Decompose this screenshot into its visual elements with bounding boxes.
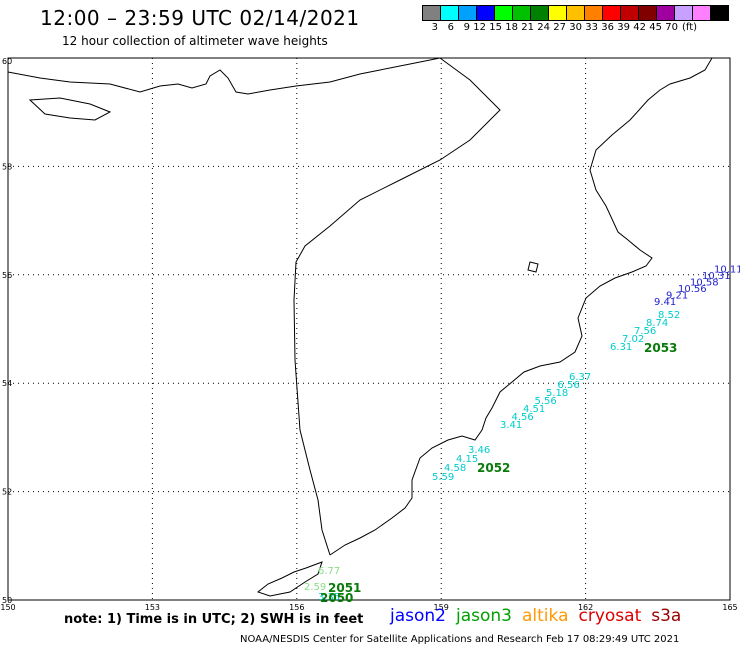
wave-height-value: 4.15 xyxy=(456,454,478,465)
legend-label: 12 xyxy=(473,22,486,33)
island-upper xyxy=(28,97,112,121)
satellite-altika: altika xyxy=(522,606,569,626)
wave-height-value: 6.77 xyxy=(318,566,340,577)
wave-height-value: 7.02 xyxy=(622,334,644,345)
wave-height-value: 10.56 xyxy=(678,284,707,295)
pass-label: 2052 xyxy=(477,461,510,475)
wave-height-value: 2.59 xyxy=(304,582,326,593)
lat-tick-label: 54 xyxy=(2,379,12,388)
wave-height-value: 9.41 xyxy=(654,297,676,308)
lat-tick-label: 58 xyxy=(2,162,12,171)
legend-label: 9 xyxy=(463,22,470,33)
satellite-legend: jason2 jason3 altika cryosat s3a xyxy=(390,606,681,626)
map-subtitle: 12 hour collection of altimeter wave hei… xyxy=(62,34,328,48)
legend-label: 42 xyxy=(633,22,646,33)
altimeter-points: 6.317.027.568.748.5220539.419.2110.5610.… xyxy=(304,265,740,606)
lon-tick-label: 159 xyxy=(434,603,449,612)
satellite-jason3: jason3 xyxy=(456,606,512,626)
legend-label: 18 xyxy=(505,22,518,33)
footer-credit: NOAA/NESDIS Center for Satellite Applica… xyxy=(240,634,680,645)
wave-height-value: 6.56 xyxy=(558,380,580,391)
legend-label: 27 xyxy=(553,22,566,33)
wave-height-value: 4.58 xyxy=(444,463,466,474)
note-text: note: 1) Time is in UTC; 2) SWH is in fe… xyxy=(64,612,364,627)
axis-ticks: 150 153 156 159 162 165 60 58 56 54 52 50 xyxy=(0,57,737,612)
legend-label: 33 xyxy=(585,22,598,33)
map-title: 12:00 – 23:59 UTC 02/14/2021 xyxy=(40,6,360,30)
kurils xyxy=(256,561,323,597)
legend-label: 39 xyxy=(617,22,630,33)
lat-tick-label: 52 xyxy=(2,488,12,497)
legend-label: 70 xyxy=(665,22,678,33)
lat-tick-label: 56 xyxy=(2,271,12,280)
coastline xyxy=(7,57,713,597)
lon-tick-label: 162 xyxy=(578,603,593,612)
wave-height-value: 4.51 xyxy=(523,404,545,415)
legend-labels: 3 6 9 12 15 18 21 24 27 30 33 36 39 42 45 70 (ft) xyxy=(422,22,697,33)
wave-height-value: 6.31 xyxy=(610,342,632,353)
pass-label: 2053 xyxy=(644,341,677,355)
wave-height-value: 3.46 xyxy=(468,445,490,456)
lon-tick-label: 165 xyxy=(722,603,737,612)
wave-height-value: 9.21 xyxy=(666,291,688,302)
satellite-s3a: s3a xyxy=(651,606,682,626)
west-kamchatka-coast xyxy=(293,57,501,556)
wave-height-value: 10.58 xyxy=(690,278,719,289)
wave-height-value: 3.41 xyxy=(500,420,522,431)
satellite-jason2: jason2 xyxy=(390,606,446,626)
legend-label: 30 xyxy=(569,22,582,33)
legend-label: 24 xyxy=(537,22,550,33)
satellite-cryosat: cryosat xyxy=(578,606,642,626)
map-frame xyxy=(7,57,731,601)
lat-tick-label: 60 xyxy=(2,57,12,66)
legend-label: 15 xyxy=(489,22,502,33)
lat-tick-label: 50 xyxy=(2,596,12,605)
lon-tick-label: 153 xyxy=(145,603,160,612)
wave-height-value: 8.74 xyxy=(646,318,668,329)
wave-height-value: 5.56 xyxy=(535,396,557,407)
wave-height-value: 7.56 xyxy=(634,326,656,337)
legend-label: 3 xyxy=(431,22,438,33)
wave-height-value: 10.31 xyxy=(702,271,731,282)
wave-height-value: 3.35 xyxy=(318,592,340,603)
legend-label: 36 xyxy=(601,22,614,33)
okhotsk-coast xyxy=(7,57,441,95)
wave-height-value: 5.18 xyxy=(546,388,568,399)
kamchatka-coast xyxy=(329,57,713,556)
lat-lon-grid xyxy=(8,58,730,600)
wave-height-value: 5.59 xyxy=(432,472,454,483)
pass-label: 2050 xyxy=(320,591,353,605)
legend-label: 21 xyxy=(521,22,534,33)
legend-swatch xyxy=(710,5,729,21)
wave-height-value: 8.52 xyxy=(658,310,680,321)
wave-height-value: 4.56 xyxy=(512,412,534,423)
island-small xyxy=(527,261,539,273)
legend-label: 45 xyxy=(649,22,662,33)
legend-unit: (ft) xyxy=(682,22,698,33)
lon-tick-label: 156 xyxy=(289,603,304,612)
legend-label: 6 xyxy=(447,22,454,33)
pass-label: 2051 xyxy=(328,581,361,595)
wave-height-value: 6.37 xyxy=(569,372,591,383)
wave-height-value: 10.11 xyxy=(714,265,740,276)
lon-tick-label: 150 xyxy=(0,603,15,612)
color-legend xyxy=(422,5,729,21)
